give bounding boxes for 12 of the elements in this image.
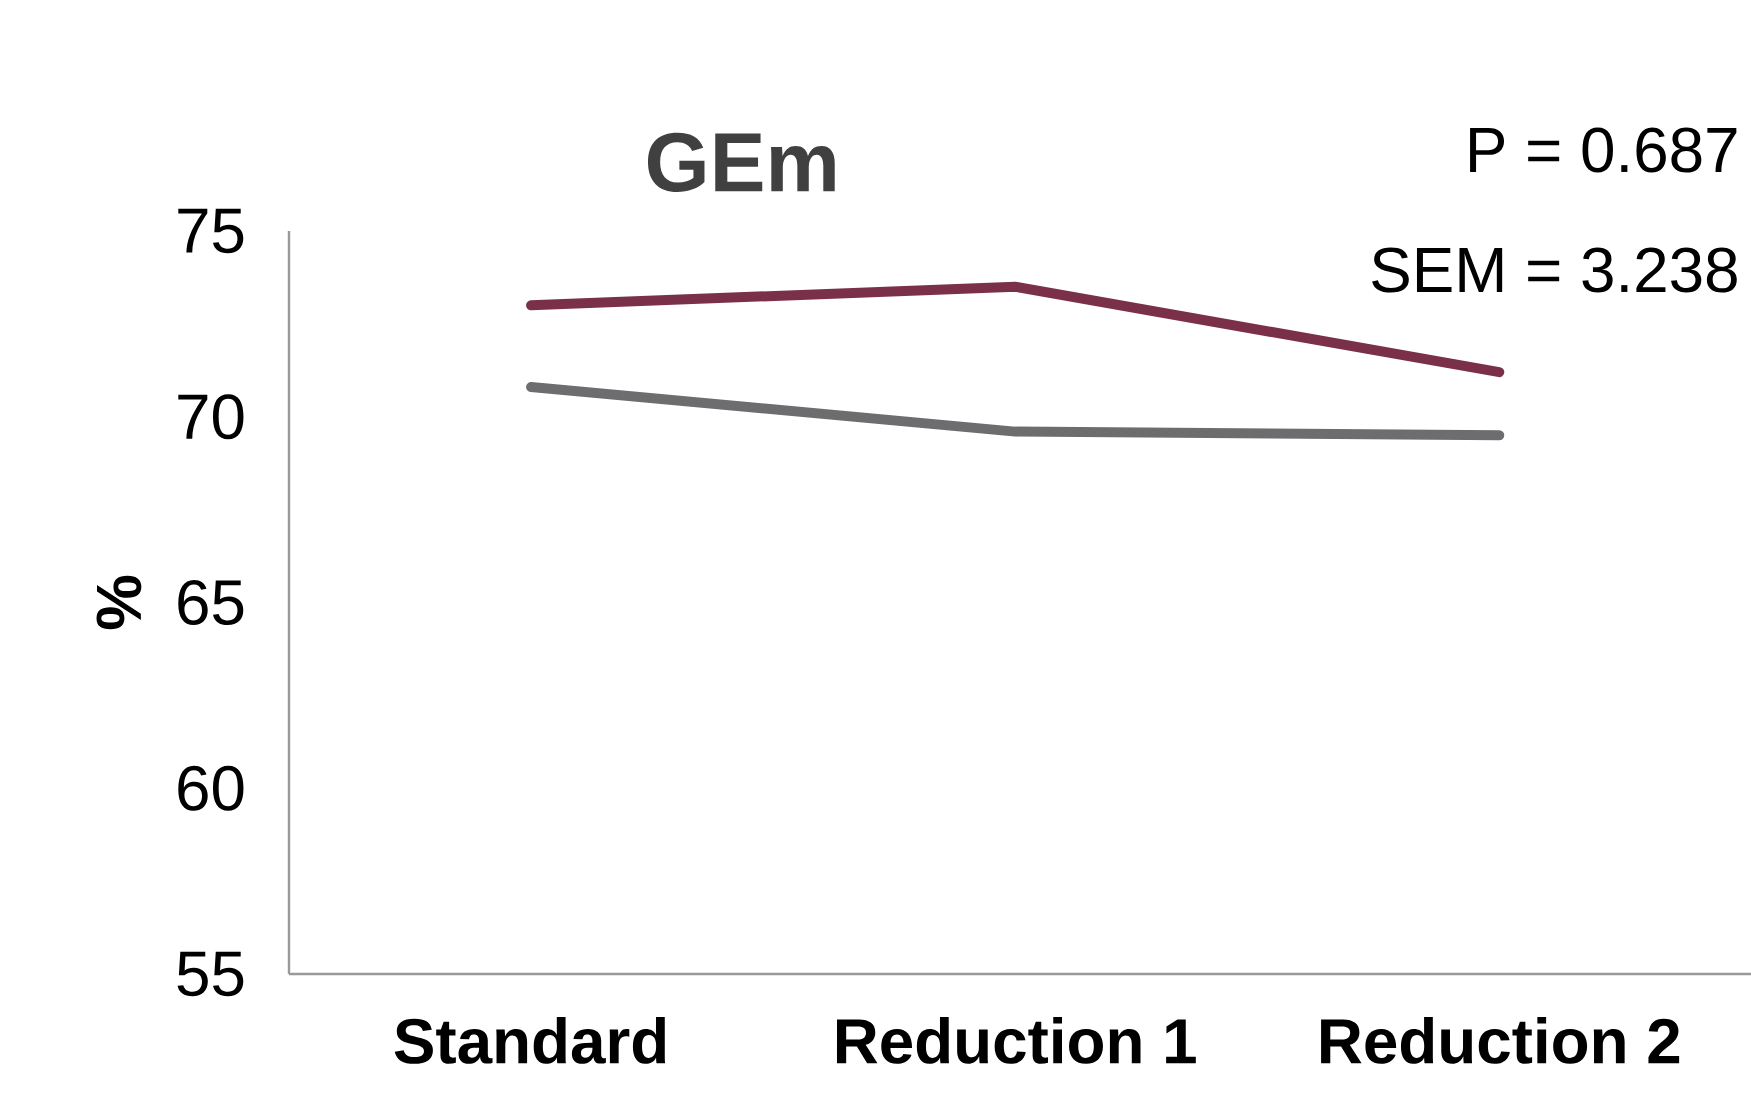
y-tick-label: 75 (178, 208, 244, 254)
y-tick-label: 55 (177, 951, 244, 997)
annotation: SEM = 3.238 (1372, 247, 1737, 293)
x-tick-label: Reduction 1 (836, 1017, 1196, 1064)
chart-title: GEm (648, 132, 835, 192)
y-tick-label: 65 (178, 579, 244, 626)
y-tick-label: 70 (178, 394, 244, 440)
x-tick-label: Reduction 2 (1321, 1017, 1680, 1064)
text: P = 0.687 (1470, 127, 1737, 173)
y-tick-label: 60 (178, 765, 244, 811)
x-tick-label: Standard (394, 1017, 666, 1064)
y-axis-title: % (96, 575, 142, 630)
